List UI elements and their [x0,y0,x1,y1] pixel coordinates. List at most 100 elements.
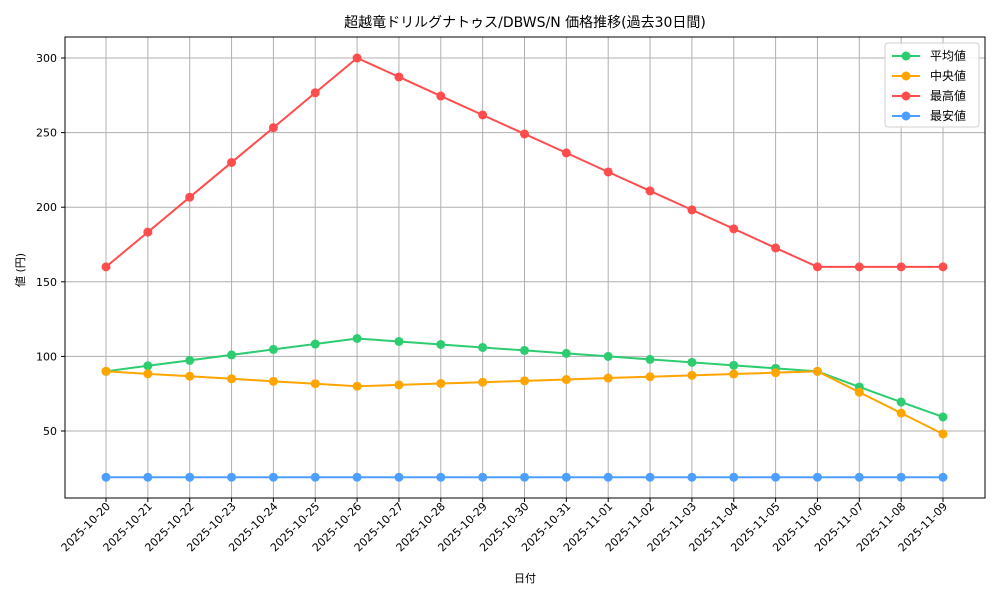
data-point [561,148,571,158]
data-point [394,336,404,346]
data-point [687,357,697,367]
data-point [854,387,864,397]
data-point [729,224,739,234]
data-point [352,381,362,391]
data-point [227,350,237,360]
data-point [101,472,111,482]
data-point [687,205,697,215]
data-point [394,72,404,82]
data-point [729,369,739,379]
data-point [938,262,948,272]
y-tick-label: 150 [36,276,57,289]
data-point [310,339,320,349]
y-axis-label: 値 (円) [14,253,27,287]
data-point [645,186,655,196]
data-point [896,408,906,418]
data-point [938,429,948,439]
data-point [896,262,906,272]
data-point [520,472,529,482]
data-point [812,472,822,482]
legend-label: 最安値 [930,108,966,123]
legend-label: 最高値 [930,88,966,103]
y-tick-label: 100 [36,350,57,363]
x-axis-label: 日付 [514,572,536,585]
data-point [143,369,153,379]
y-axis: 50 100 150 200 250 300 [36,52,65,438]
data-point [352,53,362,63]
data-point [771,472,781,482]
data-point [478,472,488,482]
legend-label: 平均値 [930,48,966,63]
data-point [185,472,195,482]
series-最安値 [101,472,948,482]
data-point [645,372,655,382]
data-point [101,366,111,376]
data-point [436,379,446,389]
data-point [603,472,613,482]
data-point [227,472,237,482]
series-最高値 [101,53,948,272]
data-point [436,91,446,101]
x-axis: 2025-10-202025-10-212025-10-222025-10-23… [59,498,950,554]
data-point [729,472,739,482]
data-point [561,348,571,358]
data-point [436,472,446,482]
y-tick-label: 200 [36,201,57,214]
data-point [938,472,948,482]
data-point [561,472,571,482]
data-point [812,366,822,376]
data-point [394,472,404,482]
data-point [603,167,613,177]
data-point [645,472,655,482]
chart-title: 超越竜ドリルグナトゥス/DBWS/N 価格推移(過去30日間) [344,14,706,31]
data-point [896,397,906,407]
data-point [436,339,446,349]
data-point [352,333,362,343]
y-tick-label: 50 [43,425,57,438]
data-point [268,376,278,386]
data-point [520,376,529,386]
data-point [938,412,948,422]
data-point [896,472,906,482]
data-point [310,379,320,389]
data-point [687,370,697,380]
data-point [812,262,822,272]
legend-item: 最安値 [892,108,966,123]
data-point [771,243,781,253]
data-point [394,380,404,390]
data-point [310,472,320,482]
data-point [101,262,111,272]
data-point [854,262,864,272]
data-point [268,344,278,354]
y-tick-label: 250 [36,127,57,140]
data-point [771,368,781,378]
data-point [185,371,195,381]
data-point [478,110,488,120]
legend-item: 中央値 [892,68,966,83]
series-layer [101,53,948,482]
data-point [520,345,529,355]
series-中央値 [101,366,948,439]
data-point [310,88,320,98]
data-point [227,157,237,167]
data-point [729,360,739,370]
legend-box [884,42,980,128]
legend-marker-icon [901,51,911,61]
legend-marker-icon [901,111,911,121]
legend-item: 平均値 [892,48,966,63]
data-point [603,373,613,383]
legend-label: 中央値 [930,68,966,83]
data-point [352,472,362,482]
data-point [854,472,864,482]
data-point [520,129,529,139]
data-point [268,472,278,482]
legend-marker-icon [901,71,911,81]
data-point [603,351,613,361]
data-point [185,192,195,202]
y-tick-label: 300 [36,52,57,65]
data-point [478,342,488,352]
data-point [561,375,571,385]
legend-marker-icon [901,91,911,101]
